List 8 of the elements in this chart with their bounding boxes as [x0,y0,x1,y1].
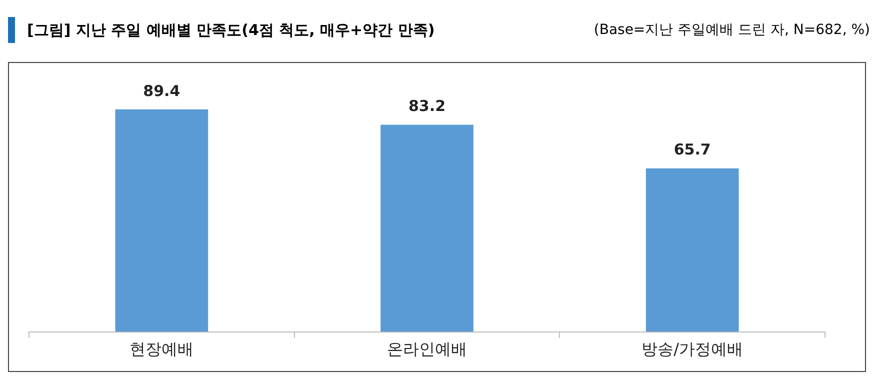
data-label: 83.2 [408,97,446,116]
data-label: 65.7 [674,140,711,159]
x-tick-label: 현장예배 [130,340,194,359]
chart-title: [그림] 지난 주일 예배별 만족도(4점 척도, 매우+약간 만족) [27,20,435,40]
x-tick-label: 온라인예배 [387,340,467,359]
chart-subtitle: (Base=지난 주일예배 드린 자, N=682, %) [594,21,870,39]
data-label: 89.4 [143,82,180,100]
x-tick-label: 방송/가정예배 [642,340,744,359]
